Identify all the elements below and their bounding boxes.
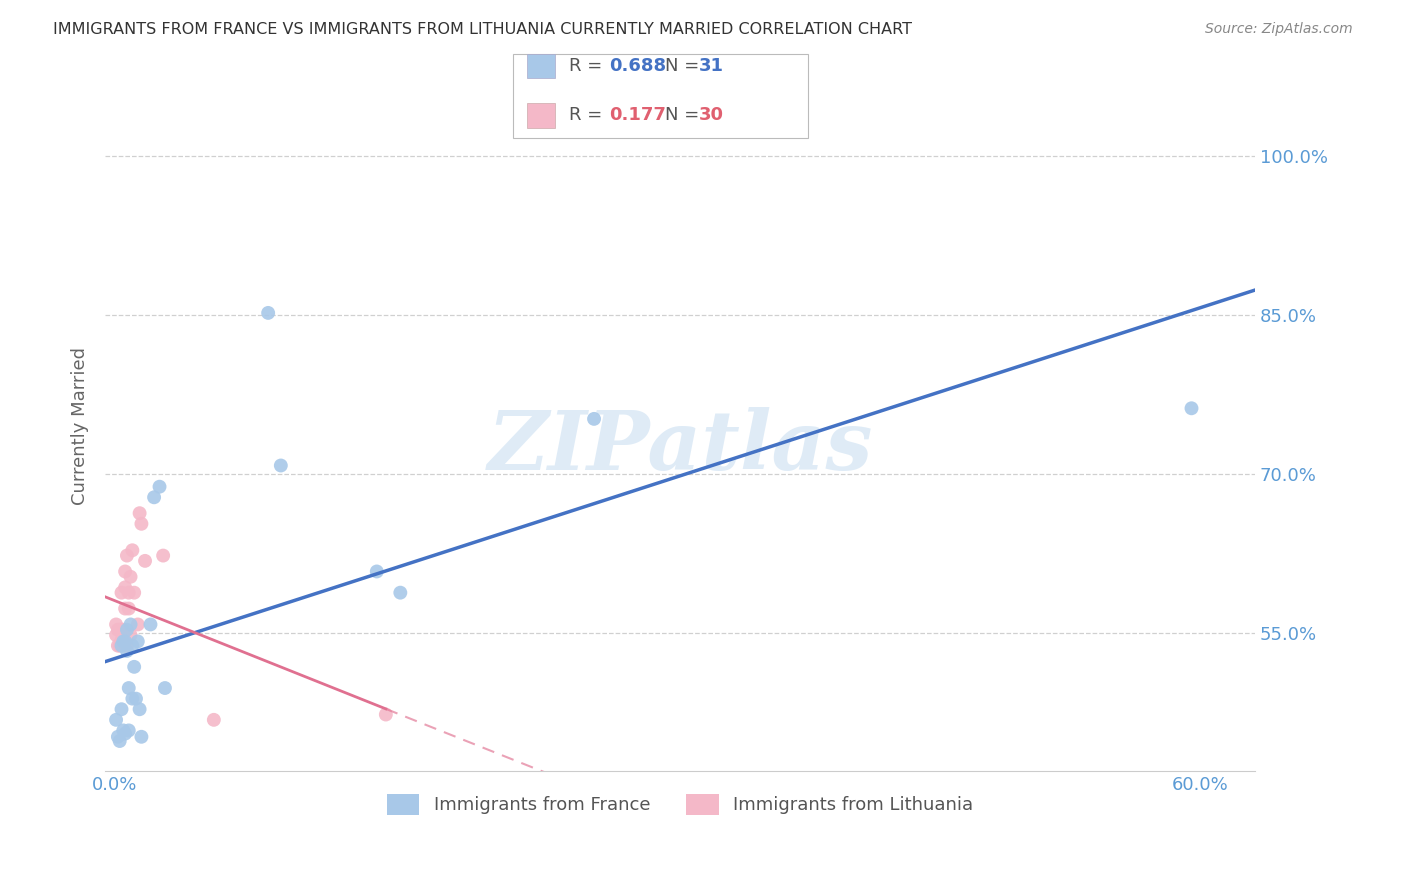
Point [114, 634, 136, 648]
Point [389, 585, 412, 599]
Text: 0.688: 0.688 [609, 57, 666, 75]
Point [127, 617, 149, 632]
Point [153, 681, 176, 695]
Text: 0.177: 0.177 [609, 106, 665, 124]
Point [114, 580, 136, 594]
Point [366, 565, 388, 579]
Text: N =: N = [665, 57, 704, 75]
Point [202, 713, 225, 727]
Point [131, 730, 153, 744]
Point [112, 623, 135, 637]
Point [115, 644, 138, 658]
Point [107, 639, 129, 653]
Point [114, 726, 136, 740]
Point [110, 623, 132, 637]
Point [257, 306, 280, 320]
Point [122, 585, 145, 599]
Point [105, 617, 128, 632]
Point [374, 707, 396, 722]
Point [120, 617, 142, 632]
Point [139, 617, 162, 632]
Point [125, 691, 148, 706]
Point [131, 516, 153, 531]
Point [110, 639, 132, 653]
Point [112, 634, 135, 648]
Point [118, 585, 141, 599]
Point [110, 702, 132, 716]
Point [120, 570, 142, 584]
Point [148, 480, 170, 494]
Point [134, 554, 156, 568]
Point [110, 585, 132, 599]
Point [105, 713, 128, 727]
Y-axis label: Currently Married: Currently Married [72, 347, 89, 505]
Point [107, 730, 129, 744]
Text: IMMIGRANTS FROM FRANCE VS IMMIGRANTS FROM LITHUANIA CURRENTLY MARRIED CORRELATIO: IMMIGRANTS FROM FRANCE VS IMMIGRANTS FRO… [53, 22, 912, 37]
Point [122, 660, 145, 674]
Point [108, 734, 131, 748]
Point [120, 628, 142, 642]
Point [121, 639, 143, 653]
Legend: Immigrants from France, Immigrants from Lithuania: Immigrants from France, Immigrants from … [378, 785, 983, 823]
Point [115, 623, 138, 637]
Point [118, 681, 141, 695]
Text: ZIPatlas: ZIPatlas [488, 407, 873, 487]
Point [583, 412, 606, 426]
Point [143, 491, 166, 505]
Point [115, 639, 138, 653]
Text: 30: 30 [699, 106, 724, 124]
Point [112, 633, 135, 648]
Point [118, 601, 141, 615]
Point [114, 601, 136, 615]
Point [112, 628, 135, 642]
Text: N =: N = [665, 106, 704, 124]
Point [128, 506, 150, 520]
Point [1180, 401, 1202, 416]
Point [112, 723, 135, 738]
Point [152, 549, 174, 563]
Point [105, 628, 128, 642]
Point [128, 702, 150, 716]
Point [108, 623, 131, 637]
Text: 31: 31 [699, 57, 724, 75]
Point [118, 723, 141, 738]
Point [110, 633, 132, 648]
Point [121, 691, 143, 706]
Text: R =: R = [569, 57, 609, 75]
Point [107, 623, 129, 637]
Point [114, 565, 136, 579]
Text: R =: R = [569, 106, 609, 124]
Point [108, 639, 131, 653]
Point [127, 634, 149, 648]
Point [121, 543, 143, 558]
Point [270, 458, 292, 473]
Point [115, 549, 138, 563]
Text: Source: ZipAtlas.com: Source: ZipAtlas.com [1205, 22, 1353, 37]
